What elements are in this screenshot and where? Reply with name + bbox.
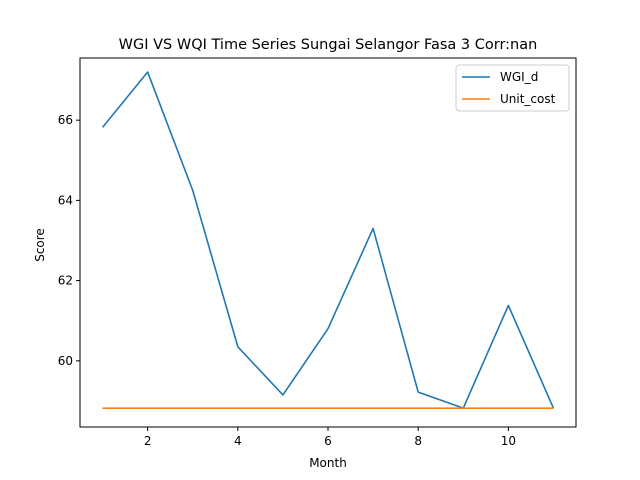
y-axis-label: Score bbox=[33, 228, 47, 262]
y-tick-label: 60 bbox=[58, 354, 73, 368]
x-axis: 2 4 6 8 10 bbox=[144, 427, 516, 448]
y-tick-label: 66 bbox=[58, 113, 73, 127]
x-tick-label: 2 bbox=[144, 434, 152, 448]
x-tick-label: 8 bbox=[414, 434, 422, 448]
x-axis-label: Month bbox=[309, 456, 347, 470]
chart-title: WGI VS WQI Time Series Sungai Selangor F… bbox=[119, 37, 538, 53]
y-tick-label: 64 bbox=[58, 193, 73, 207]
x-tick-label: 4 bbox=[234, 434, 242, 448]
y-axis: 60 62 64 66 bbox=[58, 113, 80, 368]
legend: WGI_d Unit_cost bbox=[455, 64, 570, 112]
legend-label: WGI_d bbox=[500, 70, 538, 84]
y-tick-label: 62 bbox=[58, 274, 73, 288]
legend-label: Unit_cost bbox=[500, 92, 556, 106]
series-line-wgi-d bbox=[101, 71, 555, 409]
x-tick-label: 6 bbox=[324, 434, 332, 448]
series-layer bbox=[101, 71, 555, 409]
x-tick-label: 10 bbox=[501, 434, 516, 448]
